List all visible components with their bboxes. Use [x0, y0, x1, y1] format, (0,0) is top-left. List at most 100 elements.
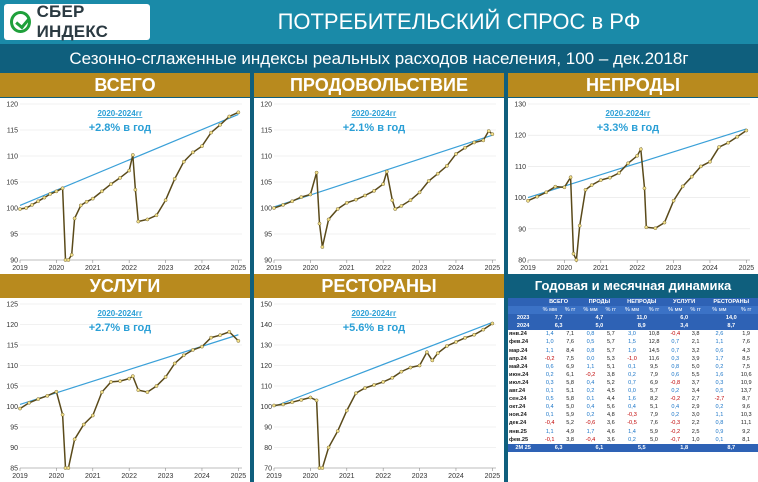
data-point	[430, 358, 435, 363]
data-point	[66, 466, 71, 470]
data-point	[608, 175, 612, 180]
table-row: сен.24 0,5 5,8 0,1 4,4 1,6 8,2 -0,2 2,7 -2,7 8,7	[508, 395, 758, 403]
x-tick-label: 2024	[448, 473, 464, 480]
data-point	[726, 140, 730, 145]
table-cell: 0,8	[586, 347, 595, 354]
table-cell: 0,3	[545, 379, 554, 386]
table-cell: 4,5	[606, 388, 615, 395]
data-point	[335, 429, 340, 433]
table-cell: 0,3	[671, 355, 680, 362]
table-cell: -0,2	[670, 396, 681, 403]
table-cell: 1,1	[586, 363, 595, 370]
chart-panel-food: 90 95 100 105 110 115 120 2019 2020 2021 2022 2023 2…	[254, 98, 504, 274]
table-cell: 4,4	[606, 396, 615, 403]
data-point	[463, 336, 467, 340]
table-cell: 7,6	[566, 339, 574, 346]
page-title: ПОТРЕБИТЕЛЬСКИЙ СПРОС в РФ	[277, 9, 641, 34]
table-cell: 4,6	[606, 428, 615, 435]
table-row-annual: 2024 6,3 5,0 8,9 3,4 8,7	[508, 322, 758, 331]
data-point	[435, 171, 440, 176]
data-point	[486, 129, 491, 133]
annual-value: 8,7	[704, 322, 758, 331]
header-bar: СБЕР ИНДЕКС ПОТРЕБИТЕЛЬСКИЙ СПРОС в РФ	[0, 0, 758, 44]
x-tick-label: 2025	[485, 473, 501, 480]
data-point	[81, 422, 86, 427]
table-cell: 0,5	[586, 339, 595, 346]
data-point	[526, 198, 530, 203]
chart-food: 90 95 100 105 110 115 120 2019 2020 2021 2022 2023 2…	[260, 102, 501, 273]
data-point	[425, 350, 429, 354]
x-tick-label: 2020	[303, 265, 319, 272]
table-cell: 1,1	[715, 339, 724, 346]
x-tick-label: 2023	[158, 473, 174, 480]
table-cell: 9,5	[650, 363, 658, 370]
x-tick-label: 2025	[485, 265, 501, 272]
table-cell: 2,9	[691, 404, 700, 411]
table-cell: 5,7	[606, 339, 615, 346]
data-point	[36, 397, 40, 401]
data-point	[200, 344, 204, 349]
data-point	[118, 176, 122, 180]
data-point	[72, 437, 77, 442]
table-cell: 3,8	[606, 371, 615, 378]
data-point	[299, 398, 304, 402]
annotation-period: 2020-2024гг	[605, 109, 651, 118]
x-tick-label: 2023	[412, 473, 428, 480]
data-point	[191, 348, 195, 352]
data-point	[445, 344, 449, 348]
data-point	[463, 145, 467, 150]
y-tick-label: 100	[260, 404, 272, 411]
data-point	[381, 380, 385, 384]
data-point	[314, 398, 319, 403]
table-cell: 1,6	[628, 396, 636, 403]
table-cell: 0,4	[586, 379, 595, 386]
table-cell: 1,1	[545, 428, 554, 435]
table-cell: 3,4	[691, 388, 700, 395]
table-cell: 6,9	[650, 379, 658, 386]
row-label: 2М 25	[508, 443, 539, 452]
table-cell: 5,7	[606, 331, 615, 338]
data-point	[27, 401, 31, 405]
band-food: ПРОДОВОЛЬСТВИЕ	[254, 73, 504, 97]
data-point	[145, 217, 150, 222]
data-point	[133, 188, 138, 192]
data-point	[100, 390, 104, 394]
table-cell: 3,0	[628, 331, 636, 338]
data-point	[290, 199, 294, 204]
table-cell: 10,3	[740, 412, 752, 419]
subheader-corner	[508, 306, 539, 315]
y-tick-label: 110	[7, 154, 18, 161]
x-tick-label: 2023	[412, 265, 428, 272]
data-point	[417, 363, 422, 368]
table-cell: 8,2	[650, 396, 658, 403]
chart-panel-restaurants: 70 80 90 100 110 120 130 140 150 2019 2020 2021 2022…	[254, 298, 504, 482]
data-point	[181, 353, 186, 358]
row-label: 2024	[508, 322, 539, 331]
table-cell: 3,6	[606, 436, 615, 443]
trend-line	[273, 321, 493, 408]
table-cell: 1,0	[545, 339, 554, 346]
table-cell: 5,1	[650, 404, 658, 411]
data-point	[209, 335, 213, 340]
ytd-value: 6,1	[578, 443, 620, 452]
y-tick-label: 115	[261, 128, 272, 135]
chart-total: 90 95 100 105 110 115 120 2019 2020 2021 2022 2023 2…	[6, 102, 246, 273]
table-cell: 0,2	[715, 363, 724, 370]
group-header: ВСЕГО	[538, 298, 579, 307]
x-tick-label: 2021	[593, 265, 609, 272]
data-point	[399, 369, 404, 374]
table-cell: 1,5	[628, 339, 636, 346]
table-cell: 10,8	[648, 331, 660, 338]
data-point	[568, 175, 573, 180]
series-line	[273, 129, 493, 248]
table-cell: 0,1	[715, 436, 724, 443]
data-point	[472, 140, 476, 145]
data-point	[227, 114, 232, 119]
table-cell: 0,0	[586, 355, 595, 362]
x-tick-label: 2023	[666, 265, 682, 272]
table-cell: 4,8	[606, 412, 615, 419]
table-cell: 0,1	[545, 412, 554, 419]
table-cell: -0,4	[585, 436, 596, 443]
band-nonfood: НЕПРОДЫ	[508, 73, 758, 97]
annual-value: 3,4	[663, 322, 705, 331]
